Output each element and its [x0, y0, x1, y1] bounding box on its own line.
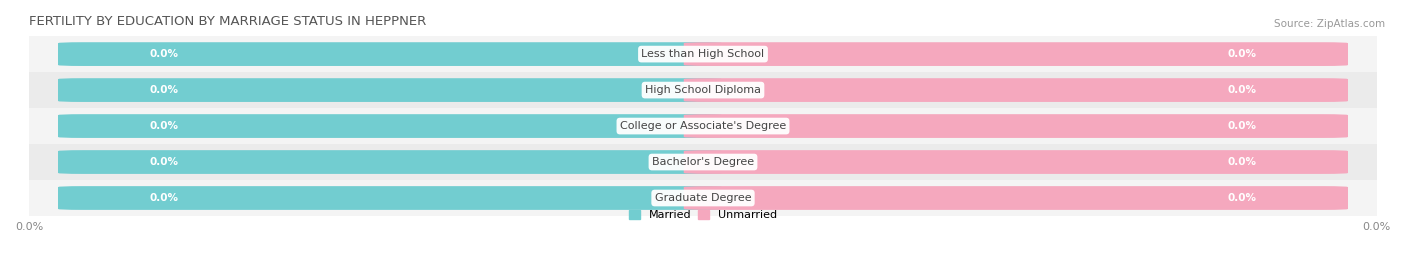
- FancyBboxPatch shape: [683, 150, 1348, 174]
- FancyBboxPatch shape: [58, 186, 723, 210]
- FancyBboxPatch shape: [683, 186, 1348, 210]
- Bar: [30, 72, 1376, 108]
- Text: 0.0%: 0.0%: [149, 49, 179, 59]
- FancyBboxPatch shape: [58, 42, 723, 66]
- Text: College or Associate's Degree: College or Associate's Degree: [620, 121, 786, 131]
- Bar: [30, 144, 1376, 180]
- Text: 0.0%: 0.0%: [1227, 157, 1257, 167]
- FancyBboxPatch shape: [683, 78, 1348, 102]
- Text: Bachelor's Degree: Bachelor's Degree: [652, 157, 754, 167]
- FancyBboxPatch shape: [58, 78, 723, 102]
- Text: 0.0%: 0.0%: [1227, 121, 1257, 131]
- Text: 0.0%: 0.0%: [149, 121, 179, 131]
- FancyBboxPatch shape: [58, 150, 723, 174]
- Bar: [30, 180, 1376, 216]
- Bar: [30, 108, 1376, 144]
- Text: FERTILITY BY EDUCATION BY MARRIAGE STATUS IN HEPPNER: FERTILITY BY EDUCATION BY MARRIAGE STATU…: [30, 15, 426, 28]
- FancyBboxPatch shape: [683, 114, 1348, 138]
- Text: 0.0%: 0.0%: [149, 193, 179, 203]
- Text: 0.0%: 0.0%: [1227, 49, 1257, 59]
- Text: 0.0%: 0.0%: [1227, 85, 1257, 95]
- Text: Less than High School: Less than High School: [641, 49, 765, 59]
- Text: 0.0%: 0.0%: [149, 85, 179, 95]
- Bar: [30, 36, 1376, 72]
- FancyBboxPatch shape: [683, 42, 1348, 66]
- Text: 0.0%: 0.0%: [1227, 193, 1257, 203]
- Text: Source: ZipAtlas.com: Source: ZipAtlas.com: [1274, 19, 1385, 29]
- Text: 0.0%: 0.0%: [149, 157, 179, 167]
- Legend: Married, Unmarried: Married, Unmarried: [624, 206, 782, 225]
- Text: Graduate Degree: Graduate Degree: [655, 193, 751, 203]
- FancyBboxPatch shape: [58, 114, 723, 138]
- Text: High School Diploma: High School Diploma: [645, 85, 761, 95]
